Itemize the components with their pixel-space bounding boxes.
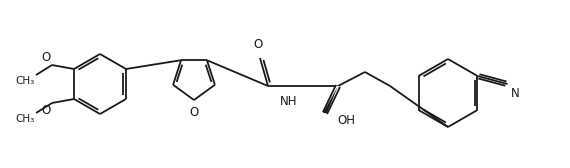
Text: N: N <box>511 87 519 100</box>
Text: O: O <box>42 51 51 64</box>
Text: CH₃: CH₃ <box>16 114 35 124</box>
Text: O: O <box>42 104 51 117</box>
Polygon shape <box>323 86 338 113</box>
Text: CH₃: CH₃ <box>16 76 35 86</box>
Text: O: O <box>189 106 198 119</box>
Text: NH: NH <box>280 95 298 108</box>
Text: OH: OH <box>337 115 355 128</box>
Text: O: O <box>254 38 263 51</box>
